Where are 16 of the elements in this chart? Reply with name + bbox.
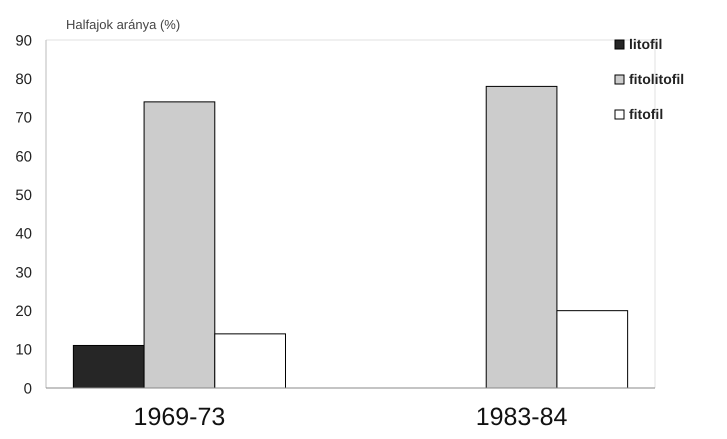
y-tick-label: 70	[15, 110, 32, 127]
y-tick-label: 10	[15, 342, 32, 359]
y-tick-label: 80	[15, 70, 32, 88]
y-tick-label: 0	[24, 380, 32, 398]
y-tick-label: 20	[15, 302, 32, 320]
y-tick-label: 30	[15, 264, 32, 282]
y-tick-label: 90	[15, 32, 32, 50]
y-tick-label: 50	[15, 186, 32, 204]
legend-label: fitofil	[629, 106, 664, 122]
x-tick-label: 1969-73	[134, 403, 226, 431]
x-tick-label: 1983-84	[476, 403, 568, 431]
legend-label: fitolitofil	[629, 71, 684, 87]
y-axis-title: Halfajok aránya (%)	[66, 17, 180, 32]
y-tick-label: 40	[15, 226, 32, 243]
legend-label: litofil	[629, 36, 662, 52]
y-tick-label: 60	[15, 148, 32, 166]
